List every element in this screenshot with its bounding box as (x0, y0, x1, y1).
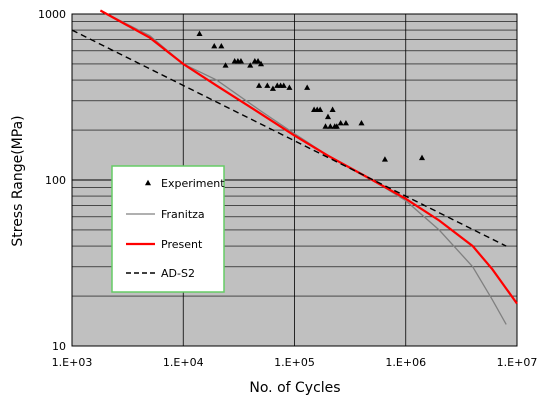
experiment-point (255, 82, 263, 88)
x-tick-label: 1.E+03 (52, 356, 93, 369)
x-tick-label: 1.E+06 (385, 356, 426, 369)
experiment-point (327, 123, 334, 129)
experiment-point (342, 119, 349, 126)
legend-label-ad-s2: AD-S2 (161, 267, 195, 280)
plot-border (71, 13, 518, 347)
legend-marker-experiment (144, 179, 152, 186)
experiment-point (322, 123, 329, 129)
experiment-point (196, 30, 203, 37)
tick-labels: 1.E+03 1.E+04 1.E+05 1.E+06 1.E+07 10 100 1000 (38, 8, 537, 369)
legend-label-franitza: Franitza (161, 208, 205, 221)
legend-box (111, 165, 225, 293)
legend-label-experiment: Experiment (161, 177, 225, 190)
experiment-point (247, 62, 254, 68)
series-layer (71, 9, 518, 325)
experiment-point (286, 84, 293, 90)
experiment-point (333, 123, 340, 129)
x-tick-label: 1.E+05 (274, 356, 315, 369)
experiment-point (222, 62, 229, 68)
experiment-point (254, 57, 262, 64)
experiment-point (418, 154, 426, 161)
x-tick-label: 1.E+04 (163, 356, 204, 369)
series-line-ad-s2 (71, 29, 507, 247)
experiment-point (264, 82, 271, 88)
legend: Experiment Franitza Present AD-S2 (111, 165, 225, 293)
y-axis-label: Stress Range(MPa) (10, 115, 26, 246)
experiment-point (381, 156, 388, 162)
experiment-point (329, 106, 336, 112)
y-tick-label: 1000 (38, 8, 66, 21)
experiment-point (257, 60, 265, 67)
y-tick-label: 100 (45, 174, 66, 187)
series-line-present (99, 9, 518, 305)
experiment-point (211, 42, 218, 49)
experiment-point (317, 106, 324, 112)
experiment-point (358, 119, 365, 126)
experiment-point (324, 113, 332, 120)
x-tick-label: 1.E+07 (497, 356, 537, 369)
y-tick-label: 10 (52, 340, 66, 353)
experiment-point (280, 82, 287, 88)
experiment-point (269, 85, 276, 91)
experiment-point (304, 84, 311, 90)
experiment-point (337, 119, 344, 126)
x-axis-label: No. of Cycles (249, 380, 340, 396)
experiment-point (237, 57, 244, 64)
experiment-point (218, 42, 225, 49)
legend-label-present: Present (161, 238, 203, 251)
